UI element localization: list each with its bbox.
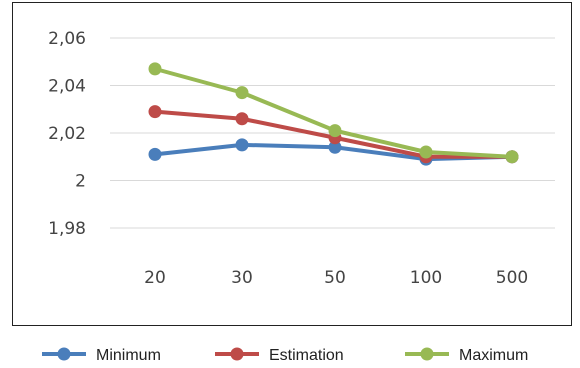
y-tick-label: 2,04 [48, 77, 86, 97]
y-tick-label: 2 [75, 172, 86, 192]
series-maximum [148, 62, 519, 164]
y-tick-label: 1,98 [48, 219, 86, 239]
y-tick-label: 2,06 [48, 29, 86, 49]
data-point [419, 145, 433, 159]
legend-marker [230, 347, 244, 361]
y-tick-label: 2,02 [48, 124, 86, 144]
y-axis-ticks: 2,06 2,04 2,02 2 1,98 [48, 29, 86, 239]
legend-marker [420, 347, 434, 361]
legend-label: Minimum [96, 347, 161, 364]
data-point [148, 105, 162, 119]
x-tick-label: 50 [324, 268, 346, 288]
x-tick-label: 20 [144, 268, 166, 288]
legend: Minimum Estimation Maximum [42, 347, 528, 364]
gridlines [110, 37, 555, 229]
data-point [235, 86, 249, 100]
x-axis-ticks: 20 30 50 100 500 [144, 268, 528, 288]
data-point [505, 150, 519, 164]
legend-label: Estimation [269, 347, 344, 364]
x-tick-label: 500 [496, 268, 528, 288]
legend-label: Maximum [459, 347, 528, 364]
x-tick-label: 30 [231, 268, 253, 288]
legend-marker [57, 347, 71, 361]
series-estimation [148, 105, 519, 164]
data-point [235, 138, 249, 152]
data-point [235, 112, 249, 126]
data-point [328, 140, 342, 154]
data-point [148, 147, 162, 161]
data-point [148, 62, 162, 76]
series-group [148, 62, 519, 166]
x-tick-label: 100 [410, 268, 442, 288]
data-point [328, 124, 342, 138]
chart-frame [12, 2, 572, 326]
